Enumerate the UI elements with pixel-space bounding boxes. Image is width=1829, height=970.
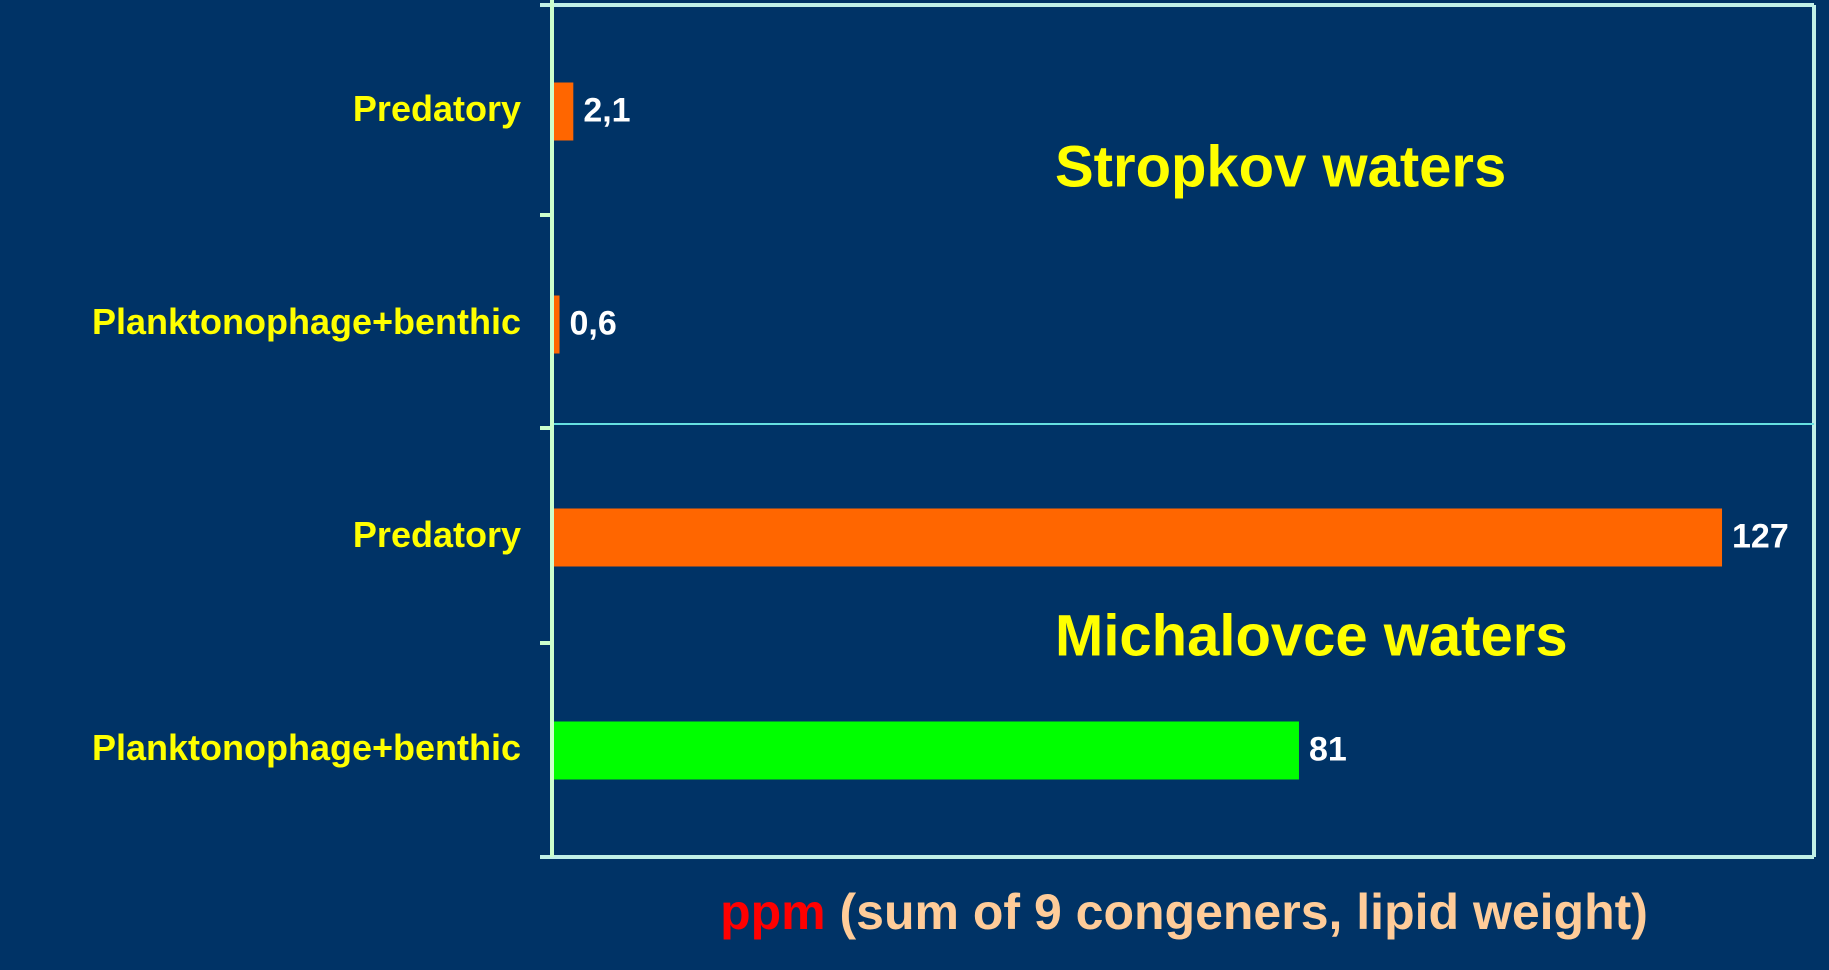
value-label: 81 [1309,730,1347,768]
value-label: 0,6 [570,304,617,342]
value-label: 2,1 [583,91,630,129]
bar [554,508,1723,567]
annotation: Stropkov waters [1055,134,1506,199]
y-tick-label: Predatory [353,88,521,129]
y-tick-label: Planktonophage+benthic [92,727,521,768]
y-tick-label: Planktonophage+benthic [92,301,521,342]
bar [554,721,1299,780]
x-axis-label-text: (sum of 9 congeners, lipid weight) [840,884,1648,940]
bar [554,295,560,354]
x-axis-label-unit: ppm [720,884,826,940]
bar [554,82,574,141]
x-axis-label: ppm (sum of 9 congeners, lipid weight) [720,884,1648,940]
annotation: Michalovce waters [1055,603,1568,668]
y-tick-label: Predatory [353,514,521,555]
value-label: 127 [1732,517,1789,555]
